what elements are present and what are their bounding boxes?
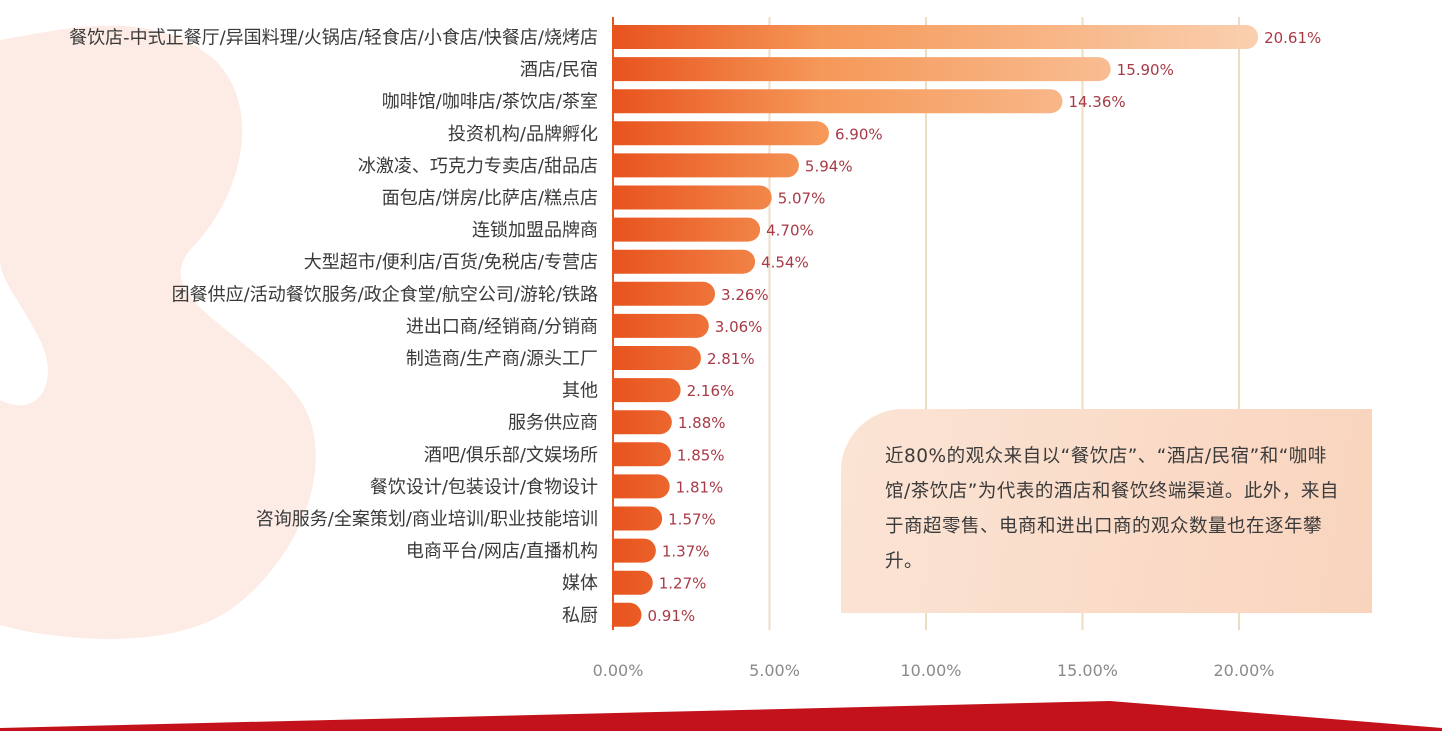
value-label: 5.94% [805,157,853,175]
category-label: 冰激凌、巧克力专卖店/甜品店 [358,156,598,177]
value-label: 20.61% [1264,29,1321,47]
category-label: 连锁加盟品牌商 [472,220,598,241]
summary-note-text: 近80%的观众来自以“餐饮店”、“酒店/民宿”和“咖啡馆/茶饮店”为代表的酒店和… [885,446,1339,572]
value-label: 1.85% [677,446,725,464]
value-label: 1.57% [668,511,716,529]
bar [599,506,663,531]
value-label: 1.27% [659,575,707,593]
bar [599,442,671,467]
bar [599,89,1063,114]
value-label: 3.26% [721,286,769,304]
bar [599,185,772,210]
category-label: 电商平台/网店/直播机构 [406,541,598,562]
category-label: 服务供应商 [508,413,598,434]
category-label: 进出口商/经销商/分销商 [406,316,598,337]
category-label: 餐饮设计/包装设计/食物设计 [370,477,598,498]
value-labels: 20.61% 15.90% 14.36% 6.90% 5.94% 5.07% 4.70% 4.… [647,29,1321,625]
background-blob [0,25,316,639]
x-tick-label: 0.00% [593,661,644,680]
bar [599,474,670,499]
category-label: 媒体 [562,573,598,594]
x-tick-label: 10.00% [900,661,961,680]
value-label: 1.81% [676,478,724,496]
x-tick-label: 20.00% [1213,661,1274,680]
category-label: 大型超市/便利店/百货/免税店/专营店 [304,252,598,273]
category-label: 其他 [562,381,598,402]
bars [593,17,1259,630]
value-label: 5.07% [778,190,826,208]
axis-mask [593,17,613,630]
value-label: 3.06% [715,318,763,336]
category-label: 投资机构/品牌孵化 [448,124,598,145]
x-axis-ticks: 0.00% 5.00% 10.00% 15.00% 20.00% [593,661,1275,680]
category-label: 餐饮店-中式正餐厅/异国料理/火锅店/轻食店/小食店/快餐店/烧烤店 [69,28,598,49]
category-label: 咖啡馆/咖啡店/茶饮店/茶室 [382,92,598,113]
x-tick-label: 5.00% [749,661,800,680]
bar [599,410,672,435]
value-label: 1.37% [662,543,710,561]
bar [599,25,1259,49]
bar [599,378,681,403]
value-label: 4.70% [766,222,814,240]
bar [599,153,799,178]
bottom-band [0,701,1442,731]
bar [599,281,716,306]
category-label: 酒吧/俱乐部/文娱场所 [424,445,598,466]
bar [599,121,829,146]
value-label: 14.36% [1068,93,1125,111]
category-label: 私厨 [562,605,598,626]
bar [599,313,709,338]
category-label: 酒店/民宿 [520,60,598,81]
category-labels: 餐饮店-中式正餐厅/异国料理/火锅店/轻食店/小食店/快餐店/烧烤店酒店/民宿咖… [69,28,598,627]
value-label: 2.16% [687,382,735,400]
value-label: 2.81% [707,350,755,368]
category-label: 团餐供应/活动餐饮服务/政企食堂/航空公司/游轮/铁路 [172,284,598,305]
value-label: 15.90% [1117,61,1174,79]
category-label: 制造商/生产商/源头工厂 [406,349,598,370]
value-label: 6.90% [835,125,883,143]
bar [599,346,701,370]
summary-note: 近80%的观众来自以“餐饮店”、“酒店/民宿”和“咖啡馆/茶饮店”为代表的酒店和… [841,409,1372,613]
category-label: 咨询服务/全案策划/商业培训/职业技能培训 [256,509,598,530]
x-tick-label: 15.00% [1057,661,1118,680]
bar [599,217,761,242]
value-label: 1.88% [678,414,726,432]
value-label: 4.54% [761,254,809,272]
bar [599,249,756,274]
value-label: 0.91% [647,607,695,625]
bar [599,57,1111,82]
category-label: 面包店/饼房/比萨店/糕点店 [382,188,598,209]
